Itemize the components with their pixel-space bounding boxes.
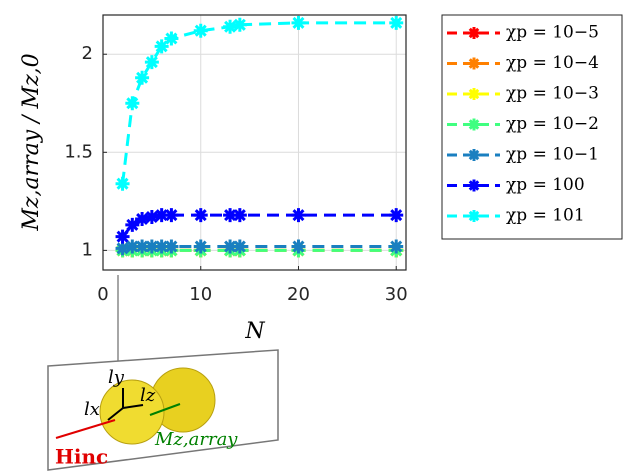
- x-tick-label: 20: [287, 284, 310, 305]
- marker: [125, 239, 140, 254]
- axis-arrow: [107, 407, 124, 421]
- legend-marker: [468, 210, 480, 222]
- legend-marker: [468, 88, 480, 100]
- inset-label: lx: [84, 399, 100, 420]
- legend-marker: [468, 57, 480, 70]
- marker: [125, 217, 140, 232]
- inset-label: Mz,array: [154, 429, 238, 450]
- sphere: [99, 379, 165, 445]
- legend-marker: [468, 179, 480, 192]
- axis-arrow: [122, 404, 144, 409]
- x-tick-label: 0: [97, 284, 108, 305]
- y-axis-label: Mz,array / Mz,0: [19, 53, 44, 231]
- marker: [193, 208, 208, 223]
- marker: [164, 31, 179, 46]
- marker: [135, 212, 150, 226]
- marker: [135, 239, 150, 254]
- marker: [232, 17, 247, 32]
- legend-label: χp = 101: [506, 206, 585, 226]
- marker: [389, 15, 404, 30]
- marker: [291, 208, 306, 223]
- h-arrow: [55, 419, 116, 439]
- x-tick-label: 30: [385, 284, 408, 305]
- m-arrow: [149, 403, 181, 416]
- marker: [164, 239, 179, 254]
- legend-marker: [468, 118, 480, 131]
- x-axis-label: N: [244, 319, 265, 344]
- marker: [223, 208, 238, 223]
- marker: [144, 210, 159, 225]
- legend-label: χp = 10−1: [506, 145, 599, 165]
- marker: [223, 239, 238, 254]
- x-tick-label: 10: [189, 284, 212, 305]
- marker: [232, 208, 247, 223]
- legend-label: χp = 10−2: [506, 114, 599, 134]
- marker: [154, 39, 169, 54]
- marker: [154, 208, 169, 223]
- marker: [291, 15, 306, 30]
- marker: [193, 23, 208, 38]
- marker: [115, 241, 130, 256]
- legend-marker: [468, 149, 480, 161]
- marker: [144, 55, 159, 70]
- marker: [223, 19, 238, 34]
- marker: [135, 70, 150, 85]
- legend-label: χp = 10−5: [506, 23, 599, 43]
- marker: [144, 239, 159, 254]
- plot-frame: [102, 14, 407, 271]
- marker: [389, 208, 404, 223]
- marker: [291, 239, 306, 254]
- inset-label: ly: [108, 367, 125, 388]
- marker: [154, 239, 169, 254]
- marker: [125, 96, 140, 111]
- legend-label: χp = 100: [506, 175, 585, 195]
- marker: [115, 176, 130, 191]
- marker: [164, 208, 179, 223]
- legend-label: χp = 10−4: [506, 53, 599, 73]
- inset-label: Hinc: [55, 445, 108, 469]
- inset-label: lz: [140, 385, 156, 406]
- y-tick-label: 2: [82, 43, 93, 64]
- legend-marker: [468, 27, 480, 39]
- marker: [115, 229, 130, 244]
- legend-label: χp = 10−3: [506, 84, 599, 104]
- marker: [193, 239, 208, 254]
- y-tick-label: 1.5: [64, 141, 93, 162]
- marker: [389, 239, 404, 254]
- marker: [232, 239, 247, 254]
- y-tick-label: 1: [82, 239, 93, 260]
